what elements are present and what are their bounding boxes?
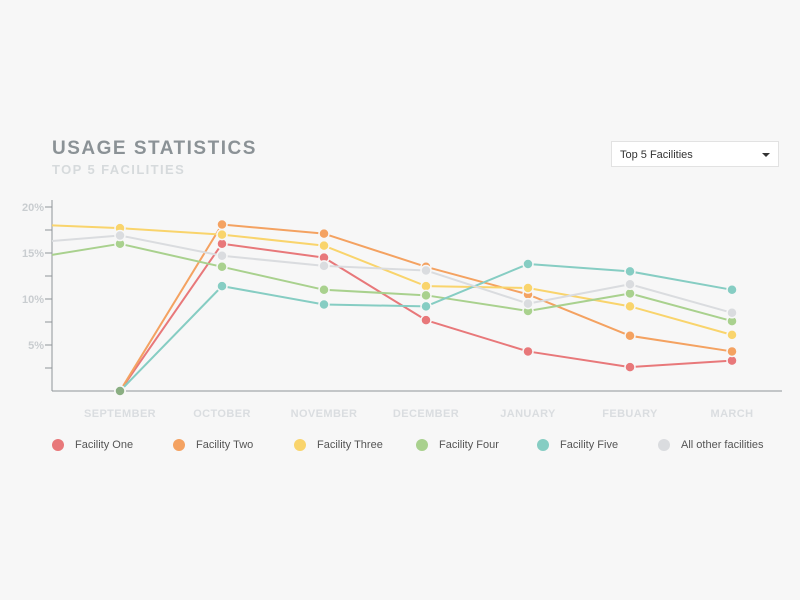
series-line [51,224,733,336]
data-point [318,260,330,272]
data-point [522,282,534,294]
x-tick-label: JANUARY [500,408,556,420]
x-tick-label: OCTOBER [193,408,251,420]
data-point [726,329,738,341]
data-point [216,280,228,292]
caret-down-icon [762,153,770,157]
legend-dot-icon [416,439,428,451]
data-point [420,264,432,277]
legend-item[interactable]: All other facilities [658,439,764,451]
x-tick-label: MARCH [711,408,754,420]
chart-subtitle: TOP 5 FACILITIES [52,162,186,177]
facilities-dropdown[interactable]: Top 5 Facilities [611,141,779,167]
data-point [420,314,432,326]
y-tick-label: 15% [22,248,44,260]
chart-title: USAGE STATISTICS [52,138,257,159]
data-point [522,345,534,358]
data-point [624,300,636,313]
data-point [216,250,228,262]
data-point [624,330,636,342]
x-tick-label: NOVEMBER [291,408,358,420]
series-line [51,242,733,323]
legend-dot-icon [294,439,306,451]
legend-item[interactable]: Facility Two [173,439,253,451]
data-point [216,261,228,273]
legend-label: Facility Five [560,439,619,451]
data-point [318,239,330,252]
data-point [624,278,636,291]
legend-label: Facility One [75,439,134,451]
data-point [624,265,636,278]
data-point [726,284,738,296]
data-point [522,297,534,310]
dropdown-selected-value: Top 5 Facilities [620,149,693,161]
legend-label: Facility Four [439,439,499,451]
data-point [624,361,636,373]
x-tick-label: SEPTEMBER [84,408,156,420]
series-line [51,234,733,314]
data-point [216,228,228,241]
data-point [318,284,330,296]
legend-dot-icon [52,439,64,451]
y-tick-label: 5% [28,340,44,352]
legend-label: All other facilities [681,439,764,451]
data-point [114,229,126,242]
y-tick-label: 10% [22,294,44,306]
legend-label: Facility Two [196,439,254,451]
legend-dot-icon [173,439,185,451]
legend-dot-icon [658,439,670,451]
x-tick-label: FEBUARY [602,408,658,420]
data-point [114,385,126,397]
legend-label: Facility Three [317,439,383,451]
data-point [318,227,330,240]
chart-header: USAGE STATISTICS TOP 5 FACILITIES [52,138,257,178]
data-point [522,258,534,270]
data-point [420,300,432,313]
chart-legend: Facility One Facility Two Facility Three Fa… [52,439,792,455]
legend-dot-icon [537,439,549,451]
y-tick-label: 20% [22,202,44,214]
x-tick-label: DECEMBER [393,408,459,420]
legend-item[interactable]: Facility Four [416,439,499,451]
legend-item[interactable]: Facility One [52,439,133,451]
data-point [318,298,330,311]
legend-item[interactable]: Facility Five [537,439,618,451]
legend-item[interactable]: Facility Three [294,439,383,451]
data-point [726,307,738,319]
data-point [726,345,738,358]
data-point [216,218,228,231]
data-point [420,289,432,302]
